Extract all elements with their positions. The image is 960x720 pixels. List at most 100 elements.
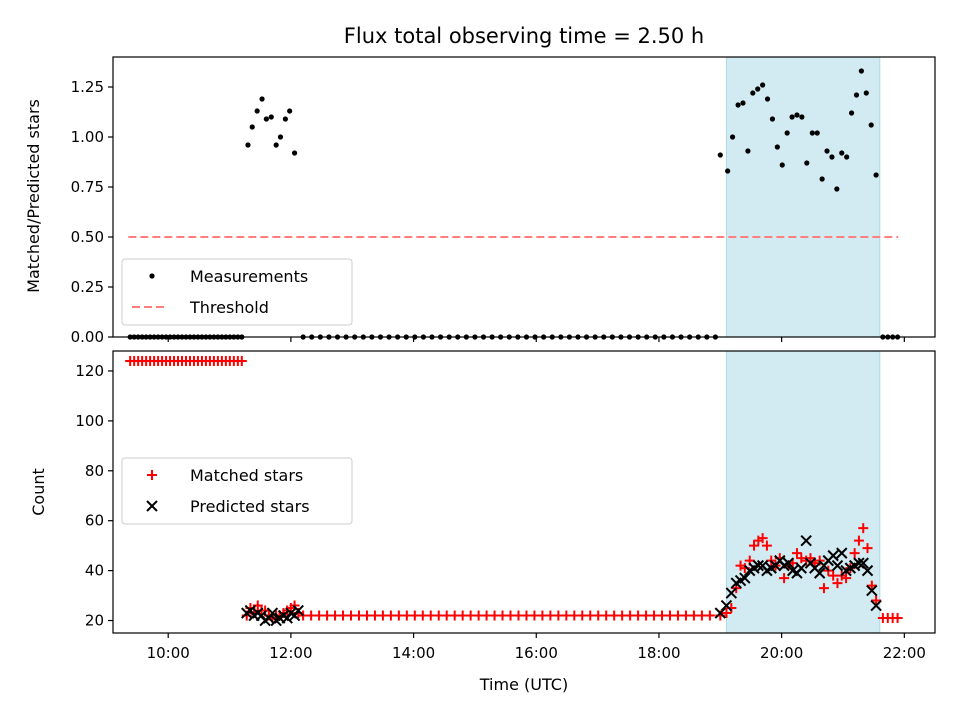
x-tick-label: 12:00 <box>269 644 312 662</box>
x-tick-label: 18:00 <box>637 644 680 662</box>
x-tick-label: 10:00 <box>147 644 190 662</box>
bottom-panel: 20 40 60 80 100 120 10:00 12:00 14:00 16:00 18:00 2… <box>75 350 936 662</box>
measurement-point <box>764 96 771 102</box>
measurement-point <box>254 108 260 114</box>
measurement-point <box>291 150 298 156</box>
y-tick-label: 0.00 <box>71 328 104 346</box>
measurement-point <box>809 130 815 136</box>
predicted-star-point <box>752 559 765 572</box>
measurement-point <box>794 112 800 118</box>
matched-star-point <box>892 613 903 624</box>
measurement-point <box>853 92 860 98</box>
measurement-point <box>804 160 810 166</box>
x-tick-label: 20:00 <box>760 644 803 662</box>
y-tick-label: 1.00 <box>71 128 104 146</box>
measurement-point <box>769 116 776 122</box>
x-tick-label: 22:00 <box>883 644 926 662</box>
measurement-point <box>868 122 874 128</box>
measurement-point <box>814 130 820 136</box>
predicted-star-point <box>725 587 738 599</box>
matched-star-point <box>849 548 860 559</box>
y-tick-label: 20 <box>85 612 104 630</box>
chart-title: Flux total observing time = 2.50 h <box>344 24 704 48</box>
matched-star-point <box>841 573 852 584</box>
measurement-point <box>858 68 864 74</box>
matched-star-point <box>828 570 839 581</box>
measurement-point <box>717 152 723 158</box>
predicted-star-point <box>861 564 874 577</box>
matched-star-point <box>704 610 715 621</box>
measurement-point <box>729 134 736 140</box>
measurement-point <box>844 154 850 160</box>
measurement-point <box>249 124 255 130</box>
predicted-star-point <box>870 599 882 612</box>
measurement-point <box>824 148 830 154</box>
measurement-point <box>774 144 780 150</box>
predicted-star-point <box>857 557 869 569</box>
plot-frame <box>112 56 936 338</box>
matched-star-point <box>761 540 772 551</box>
matched-star-point <box>862 543 873 554</box>
measurement-point <box>760 82 766 88</box>
bottom-y-axis-label: Count <box>29 468 48 516</box>
predicted-star-point <box>827 549 839 562</box>
predicted-star-point <box>292 604 304 617</box>
predicted-star-point <box>782 557 795 569</box>
measurement-point <box>268 114 274 120</box>
measurement-point <box>779 162 785 168</box>
measurement-point <box>725 168 731 174</box>
measurement-point <box>287 108 293 114</box>
matched-star-point <box>853 535 864 546</box>
measurement-point <box>834 186 840 192</box>
measurement-point <box>750 90 756 96</box>
x-axis-label: Time (UTC) <box>479 675 568 694</box>
highlight-span <box>725 56 881 338</box>
predicted-star-point <box>739 572 751 584</box>
measurement-point <box>799 114 805 120</box>
legend-label: Measurements <box>190 267 308 286</box>
legend-matched-marker <box>147 470 157 480</box>
highlight-span <box>725 350 881 634</box>
y-tick-label: 1.25 <box>71 78 104 96</box>
measurement-point <box>755 86 761 92</box>
predicted-star-point <box>800 534 812 547</box>
y-tick-label: 0.25 <box>71 278 104 296</box>
legend-label: Predicted stars <box>190 497 310 516</box>
legend-box <box>121 258 353 326</box>
y-tick-label: 100 <box>75 412 104 430</box>
measurement-point <box>745 148 751 154</box>
measurement-point <box>740 100 746 106</box>
measurement-point <box>273 142 279 148</box>
predicted-star-point <box>836 547 848 559</box>
y-tick-label: 80 <box>85 462 104 480</box>
matched-star-point <box>721 608 732 619</box>
legend-label: Threshold <box>189 298 269 317</box>
top-y-axis-label: Matched/Predicted stars <box>24 99 43 293</box>
predicted-star-point <box>866 584 878 597</box>
plot-frame <box>112 350 936 634</box>
predicted-star-point <box>795 562 807 574</box>
matched-star-point <box>236 355 247 366</box>
y-tick-label: 60 <box>85 512 104 530</box>
x-tick-label: 14:00 <box>392 644 435 662</box>
measurement-point <box>848 110 855 116</box>
predicted-star-point <box>813 567 826 579</box>
matched-star-point <box>871 595 882 606</box>
measurement-point <box>735 102 741 108</box>
y-tick-label: 0.75 <box>71 178 104 196</box>
legend-label: Matched stars <box>190 466 303 485</box>
matched-star-point <box>818 583 829 594</box>
matched-star-point <box>757 533 768 544</box>
y-tick-label: 0.50 <box>71 228 104 246</box>
measurement-point <box>277 134 284 140</box>
predicted-star-point <box>831 559 844 572</box>
measurement-point <box>259 96 265 102</box>
measurement-point <box>282 116 288 122</box>
matched-star-point <box>779 573 790 584</box>
measurement-point <box>863 90 869 96</box>
predicted-star-point <box>266 607 279 619</box>
predicted-star-point <box>720 599 733 612</box>
measurement-point <box>245 142 251 148</box>
matched-star-point <box>866 580 877 591</box>
